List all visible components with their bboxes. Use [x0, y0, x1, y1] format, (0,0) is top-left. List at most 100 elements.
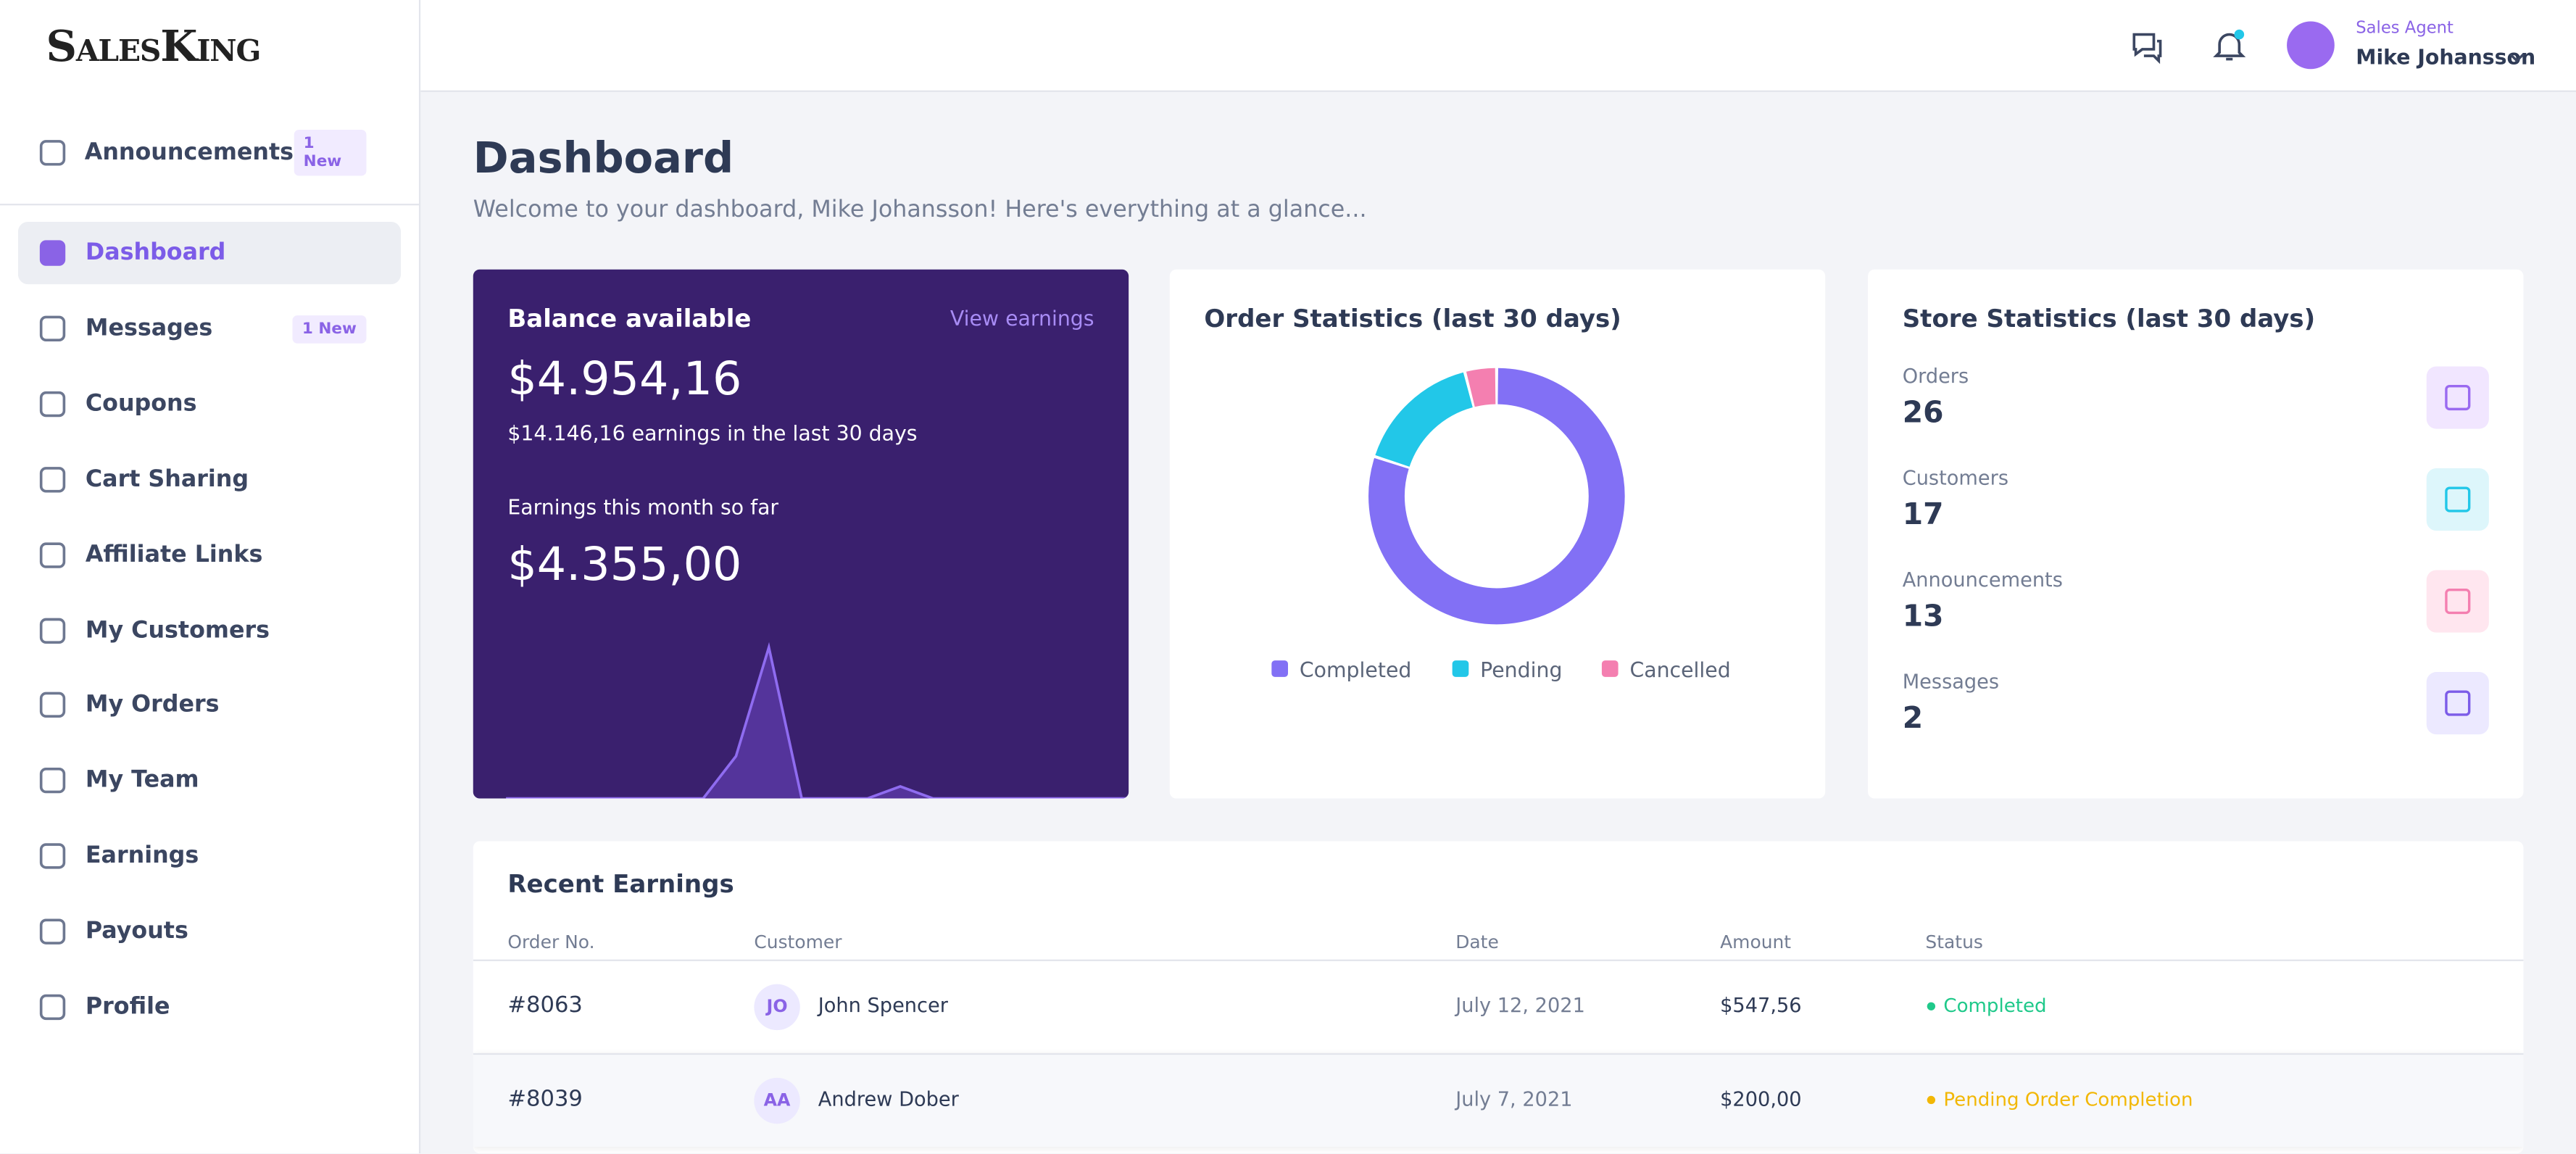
recent-text: earnings in the last 30 days	[631, 420, 918, 446]
table-row[interactable]: #8063 John Spencer July 12, 2021 $547,56 Com…	[473, 959, 2524, 1053]
amount: $200,00	[1720, 1087, 1802, 1111]
recent-earnings: $14.146,16 earnings in the last 30 days	[507, 420, 917, 445]
stat-icon	[2426, 570, 2489, 633]
icon	[2445, 589, 2471, 615]
sparkline	[473, 642, 1129, 799]
nav-item[interactable]: My Orders	[18, 673, 401, 736]
nav-item[interactable]: Profile	[18, 976, 401, 1038]
column-header: Date	[1455, 931, 1499, 953]
icon-shape	[39, 391, 66, 418]
nav-label: Profile	[85, 994, 170, 1021]
nav-item[interactable]: My Team	[18, 750, 401, 812]
nav-label: Affiliate Links	[85, 541, 263, 569]
month-amount: $4.355,00	[507, 537, 742, 591]
month-label: Earnings this month so far	[507, 494, 779, 520]
icon	[2445, 690, 2471, 716]
nav-item[interactable]: Cart Sharing	[18, 449, 401, 511]
nav-item[interactable]: Dashboard	[17, 221, 402, 285]
icon-shape	[39, 918, 66, 945]
user-name[interactable]: Mike Johansson	[2356, 44, 2536, 70]
page-title: Dashboard	[473, 134, 734, 184]
date: July 7, 2021	[1455, 1087, 1573, 1111]
donut-slice	[1466, 368, 1497, 407]
nav-icon	[39, 767, 66, 794]
nav-item[interactable]: Earnings	[18, 825, 401, 887]
legend-swatch	[1452, 660, 1469, 677]
nav-label: My Customers	[85, 618, 270, 644]
nav-item[interactable]: Affiliate Links	[18, 524, 401, 586]
icon-shape	[2445, 690, 2471, 716]
icon-shape	[39, 140, 66, 166]
icon-shape	[2445, 384, 2471, 411]
nav-icon	[39, 391, 66, 418]
donut-slice	[1368, 368, 1625, 625]
legend-swatch	[1601, 660, 1619, 677]
column-header: Customer	[754, 931, 842, 953]
amount: $547,56	[1720, 994, 1802, 1018]
stat-value: 26	[1902, 396, 1944, 431]
donut-slice	[1375, 372, 1474, 468]
nav-label: Coupons	[85, 391, 197, 418]
stat-label: Messages	[1902, 670, 2000, 694]
stat-label: Customers	[1902, 466, 2009, 490]
balance-amount: $4.954,16	[507, 352, 742, 406]
order-card: Order Statistics (last 30 days) Complete…	[1169, 269, 1826, 799]
column-header: Order No.	[507, 931, 595, 953]
nav-item[interactable]: Announcements 1 New	[18, 122, 401, 184]
topbar: Sales Agent Mike Johansson	[420, 0, 2576, 92]
nav-item[interactable]: Coupons	[18, 373, 401, 436]
store-title: Store Statistics (last 30 days)	[1902, 304, 2316, 334]
initials: JO	[754, 984, 800, 1031]
stat-value: 13	[1902, 599, 1944, 634]
icon-shape	[2445, 486, 2471, 512]
nav-icon	[39, 692, 66, 718]
sidebar: SalesKing Announcements 1 New Dashboard Mes…	[0, 0, 421, 1154]
nav-item[interactable]: Payouts	[18, 900, 401, 963]
icon-shape	[39, 618, 66, 644]
nav-icon	[39, 918, 66, 945]
nav-label: Announcements	[84, 139, 294, 166]
order-title: Order Statistics (last 30 days)	[1204, 304, 1621, 334]
column-header: Amount	[1720, 931, 1792, 953]
chat-icon[interactable]	[2129, 28, 2165, 65]
icon-shape	[39, 994, 66, 1021]
icon-shape	[2445, 589, 2471, 615]
balance-title: Balance available	[507, 304, 752, 334]
stat-value: 17	[1902, 497, 1944, 533]
customer: Andrew Dober	[818, 1087, 959, 1111]
user-role: Sales Agent	[2356, 20, 2454, 38]
avatar[interactable]	[2287, 21, 2335, 70]
bell-icon[interactable]	[2211, 28, 2248, 65]
nav-item[interactable]: My Customers	[18, 599, 401, 662]
nav-badge: 1 New	[294, 130, 367, 176]
order-no: #8039	[507, 1086, 583, 1113]
icon-shape	[39, 240, 66, 266]
logo: SalesKing	[46, 22, 261, 72]
legend-swatch	[1271, 660, 1288, 677]
order-no: #8063	[507, 992, 583, 1019]
recent-amount: $14.146,16	[507, 420, 626, 446]
legend-label: Pending	[1480, 658, 1562, 682]
chevron[interactable]	[2509, 51, 2525, 64]
view-earnings[interactable]: View earnings	[950, 305, 1094, 331]
table-row[interactable]: #8039 Andrew Dober July 7, 2021 $200,00 Pend…	[473, 1053, 2524, 1147]
stat-value: 2	[1902, 701, 1924, 736]
donut: Completed Pending Cancelled	[1271, 368, 1731, 682]
nav-badge: 1 New	[292, 315, 367, 343]
column-header: Status	[1925, 931, 1983, 953]
recent-title: Recent Earnings	[507, 869, 734, 899]
nav-icon	[39, 843, 66, 869]
nav-icon	[39, 315, 66, 341]
icon	[2445, 486, 2471, 512]
nav-label: Earnings	[85, 842, 199, 870]
status: Pending Order Completion	[1943, 1087, 2193, 1111]
status-dot	[1927, 1095, 1936, 1105]
icon-shape	[39, 843, 66, 869]
icon-shape	[39, 542, 66, 568]
status-dot	[1927, 1002, 1936, 1010]
customer: John Spencer	[818, 994, 948, 1018]
nav-item[interactable]: Messages 1 New	[18, 297, 401, 360]
sparkline-area	[473, 647, 1129, 799]
nav-icon	[39, 618, 66, 644]
